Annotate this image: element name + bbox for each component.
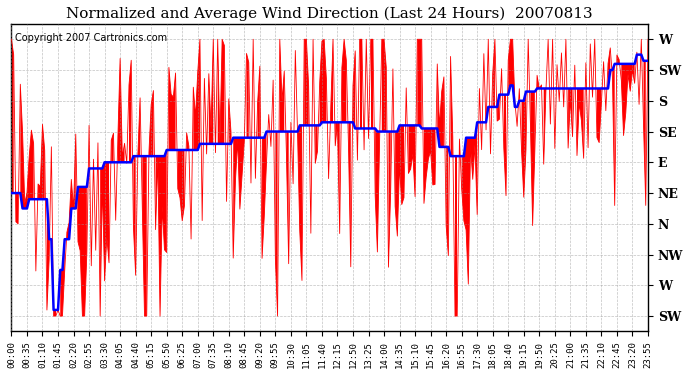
Title: Normalized and Average Wind Direction (Last 24 Hours)  20070813: Normalized and Average Wind Direction (L… [66, 7, 593, 21]
Text: Copyright 2007 Cartronics.com: Copyright 2007 Cartronics.com [14, 33, 167, 43]
